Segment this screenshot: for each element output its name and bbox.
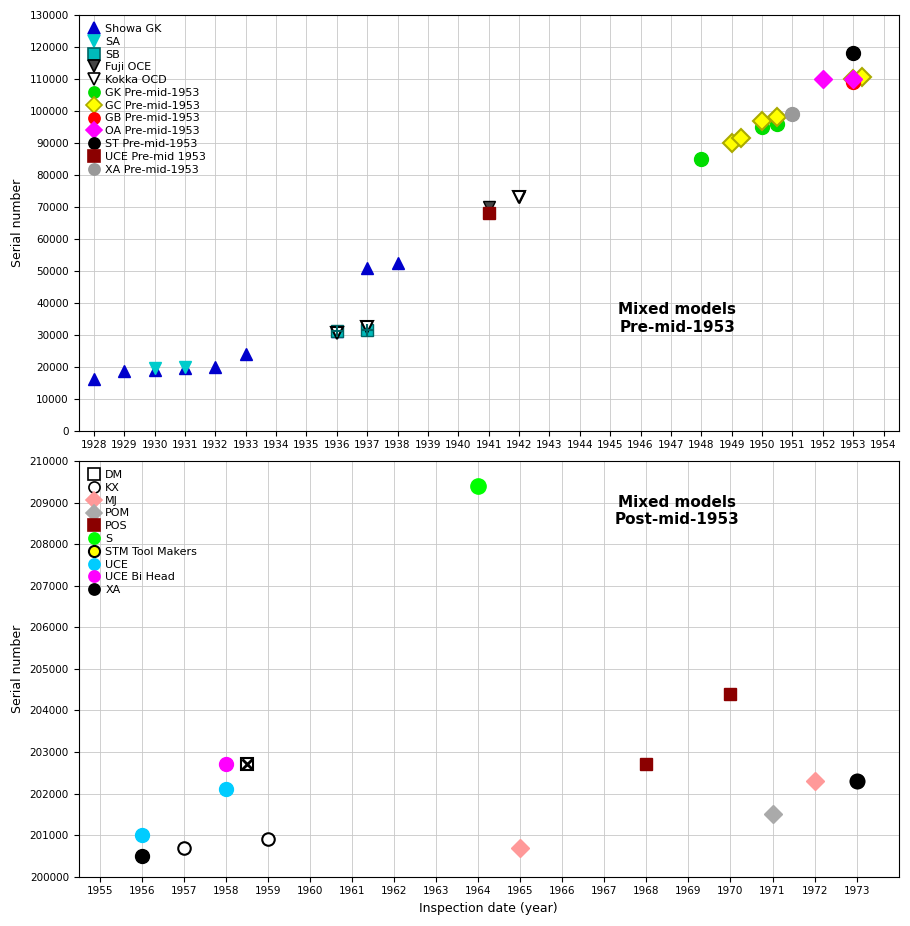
Y-axis label: Serial number: Serial number — [11, 625, 24, 713]
Text: Mixed models
Post-mid-1953: Mixed models Post-mid-1953 — [615, 494, 740, 527]
X-axis label: Inspection date (year): Inspection date (year) — [420, 902, 558, 915]
Text: Mixed models
Pre-mid-1953: Mixed models Pre-mid-1953 — [618, 302, 736, 334]
Y-axis label: Serial number: Serial number — [11, 179, 24, 267]
Legend: DM, KX, MJ, POM, POS, S, STM Tool Makers, UCE, UCE Bi Head, XA: DM, KX, MJ, POM, POS, S, STM Tool Makers… — [85, 467, 200, 598]
Legend: Showa GK, SA, SB, Fuji OCE, Kokka OCD, GK Pre-mid-1953, GC Pre-mid-1953, GB Pre-: Showa GK, SA, SB, Fuji OCE, Kokka OCD, G… — [85, 20, 209, 178]
